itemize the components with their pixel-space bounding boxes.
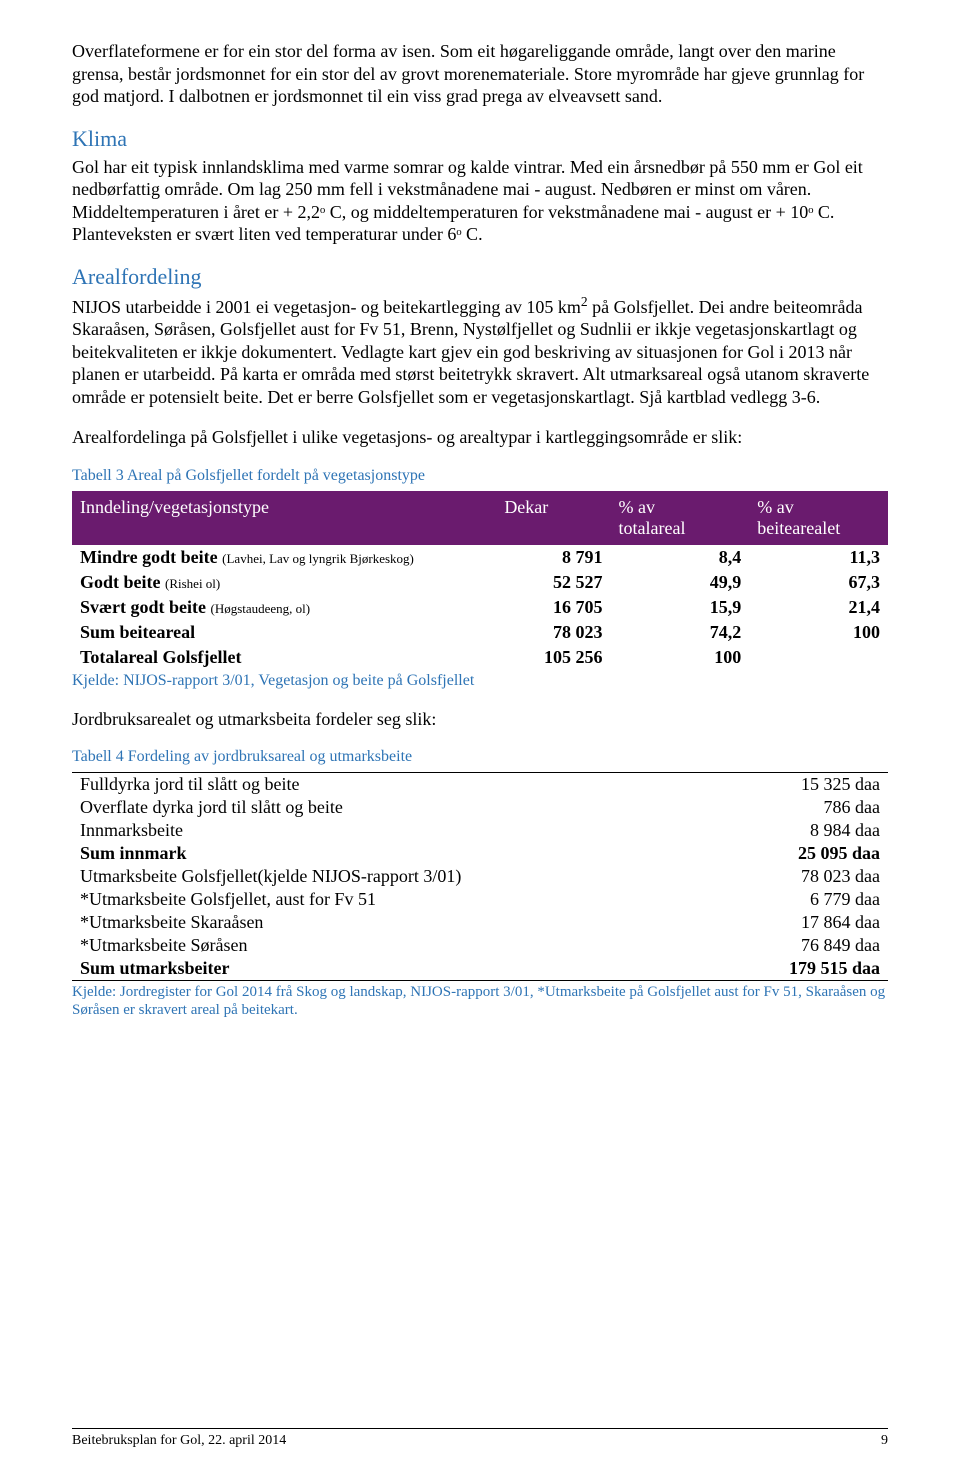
table-cell-value: 25 095 daa [643, 842, 888, 865]
areal-paragraph-1: NIJOS utarbeidde i 2001 ei vegetasjon- o… [72, 294, 888, 409]
table-cell-value: 786 daa [643, 796, 888, 819]
table-cell-value: 78 023 daa [643, 865, 888, 888]
table4-caption: Tabell 4 Fordeling av jordbruksareal og … [72, 748, 888, 766]
footer-rule [72, 1428, 888, 1429]
table-cell-label: *Utmarksbeite Søråsen [72, 934, 643, 957]
areal-paragraph-2: Arealfordelinga på Golsfjellet i ulike v… [72, 426, 888, 449]
document-page: Overflateformene er for ein stor del for… [0, 0, 960, 1469]
mid-paragraph: Jordbruksarealet og utmarksbeita fordele… [72, 708, 888, 731]
table-cell-label: Utmarksbeite Golsfjellet(kjelde NIJOS-ra… [72, 865, 643, 888]
table-row: Sum beiteareal 78 023 74,2 100 [72, 620, 888, 645]
table-row: Totalareal Golsfjellet 105 256 100 [72, 645, 888, 670]
table-cell-value: 76 849 daa [643, 934, 888, 957]
table-row: Sum utmarksbeiter179 515 daa [72, 957, 888, 981]
footer-page-number: 9 [881, 1433, 888, 1449]
table3-wrap: Inndeling/vegetasjonstype Dekar % avtota… [72, 491, 888, 670]
page-footer: Beitebruksplan for Gol, 22. april 2014 9 [72, 1428, 888, 1449]
table-row: Mindre godt beite (Lavhei, Lav og lyngri… [72, 545, 888, 570]
areal-p1-a: NIJOS utarbeidde i 2001 ei vegetasjon- o… [72, 297, 581, 317]
superscript-2: 2 [581, 294, 588, 309]
intro-paragraph: Overflateformene er for ein stor del for… [72, 40, 888, 108]
table-row: Overflate dyrka jord til slått og beite7… [72, 796, 888, 819]
table3-h3: % avtotalareal [611, 491, 750, 545]
table-row: Innmarksbeite8 984 daa [72, 819, 888, 842]
table-cell-label: Sum innmark [72, 842, 643, 865]
table3: Inndeling/vegetasjonstype Dekar % avtota… [72, 491, 888, 670]
table-cell-value: 179 515 daa [643, 957, 888, 981]
table-cell-label: Overflate dyrka jord til slått og beite [72, 796, 643, 819]
table4: Fulldyrka jord til slått og beite15 325 … [72, 772, 888, 981]
table-row: *Utmarksbeite Søråsen76 849 daa [72, 934, 888, 957]
table-row: Utmarksbeite Golsfjellet(kjelde NIJOS-ra… [72, 865, 888, 888]
table-cell-label: Fulldyrka jord til slått og beite [72, 773, 643, 797]
table-cell-value: 15 325 daa [643, 773, 888, 797]
table3-header-row: Inndeling/vegetasjonstype Dekar % avtota… [72, 491, 888, 545]
table-cell-label: *Utmarksbeite Golsfjellet, aust for Fv 5… [72, 888, 643, 911]
table-cell-value: 17 864 daa [643, 911, 888, 934]
table-cell-label: Sum utmarksbeiter [72, 957, 643, 981]
table3-h1: Inndeling/vegetasjonstype [72, 491, 496, 545]
table3-caption: Tabell 3 Areal på Golsfjellet fordelt på… [72, 467, 888, 485]
footer-left: Beitebruksplan for Gol, 22. april 2014 [72, 1433, 286, 1449]
table-row: Svært godt beite (Høgstaudeeng, ol) 16 7… [72, 595, 888, 620]
table-row: Godt beite (Rishei ol) 52 527 49,9 67,3 [72, 570, 888, 595]
table-cell-value: 6 779 daa [643, 888, 888, 911]
table-row: Sum innmark25 095 daa [72, 842, 888, 865]
table3-h4: % avbeitearealet [749, 491, 888, 545]
table4-source: Kjelde: Jordregister for Gol 2014 frå Sk… [72, 983, 888, 1019]
section-title-klima: Klima [72, 126, 888, 152]
table-cell-label: *Utmarksbeite Skaraåsen [72, 911, 643, 934]
table3-source: Kjelde: NIJOS-rapport 3/01, Vegetasjon o… [72, 672, 888, 690]
table-row: Fulldyrka jord til slått og beite15 325 … [72, 773, 888, 797]
section-title-areal: Arealfordeling [72, 264, 888, 290]
klima-paragraph: Gol har eit typisk innlandsklima med var… [72, 156, 888, 246]
table-cell-label: Innmarksbeite [72, 819, 643, 842]
table-row: *Utmarksbeite Golsfjellet, aust for Fv 5… [72, 888, 888, 911]
table-cell-value: 8 984 daa [643, 819, 888, 842]
table-row: *Utmarksbeite Skaraåsen17 864 daa [72, 911, 888, 934]
table3-h2: Dekar [496, 491, 610, 545]
table4-wrap: Fulldyrka jord til slått og beite15 325 … [72, 772, 888, 981]
